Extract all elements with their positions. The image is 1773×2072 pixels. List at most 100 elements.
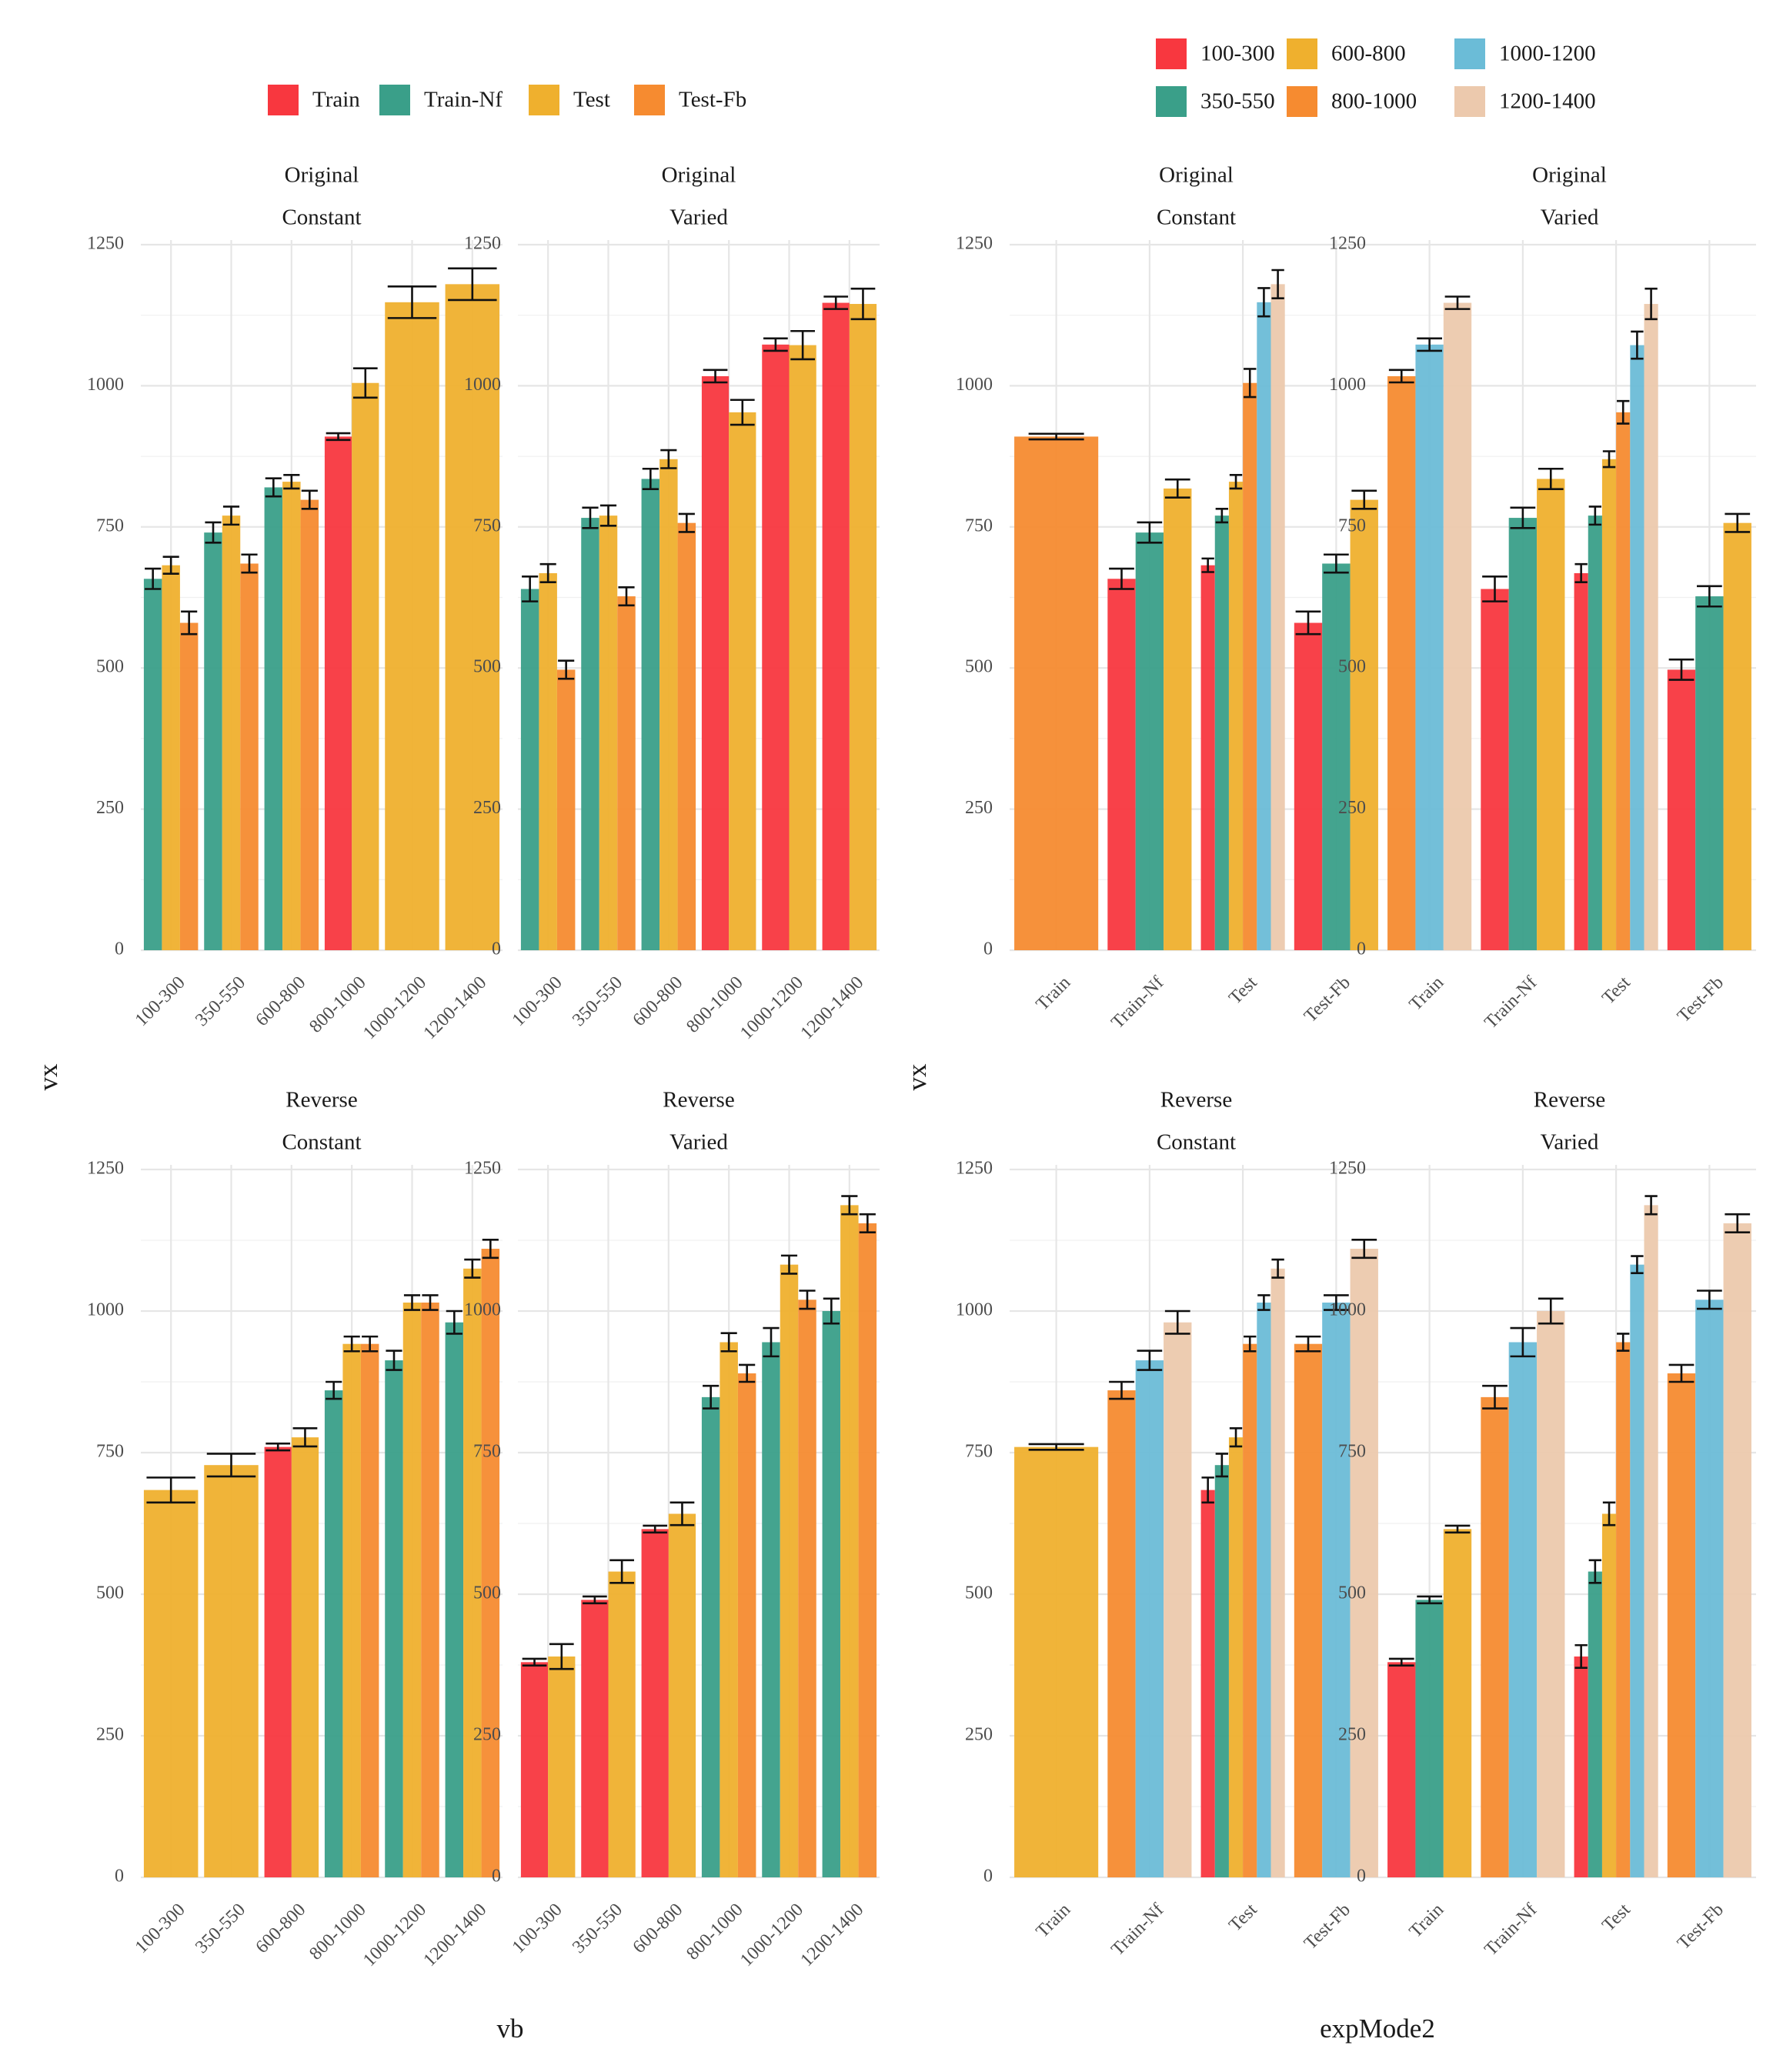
error-bar xyxy=(1257,287,1270,318)
bar-1000-1200-orange xyxy=(421,1302,439,1877)
error-bar xyxy=(1351,1238,1377,1260)
legend-label-Train-Nf: Train-Nf xyxy=(424,88,503,112)
bar-Test-blue xyxy=(1257,302,1271,950)
x-tick-label: 1200-1400 xyxy=(796,1900,867,1970)
bar-600-800-yellow xyxy=(659,459,678,950)
x-tick-label: Train xyxy=(1406,973,1448,1015)
bar-600-800-yellow xyxy=(668,1513,696,1877)
bar-600-800-red xyxy=(641,1529,669,1877)
bar-Train-Nf-red xyxy=(1107,579,1136,950)
error-bar xyxy=(1482,1384,1508,1410)
bar-Test-Fb-peach xyxy=(1723,1223,1751,1877)
error-bar xyxy=(265,477,282,498)
x-tick-label: Train-Nf xyxy=(1107,973,1167,1033)
bar-Test-Fb-blue xyxy=(1322,1302,1351,1877)
legend-label-1200-1400: 1200-1400 xyxy=(1499,89,1596,114)
y-tick-label: 1250 xyxy=(464,234,501,254)
bar-Test-blue xyxy=(1630,1264,1644,1877)
bar-Test-red xyxy=(1200,1490,1215,1877)
bar-600-800-green xyxy=(264,487,283,950)
bar-350-550-orange xyxy=(617,596,636,950)
strip-label-direction: Original xyxy=(1159,163,1234,188)
y-tick-label: 1250 xyxy=(87,1159,124,1179)
error-bar xyxy=(1725,512,1751,533)
error-bar xyxy=(1388,369,1414,384)
x-tick-label: Test-Fb xyxy=(1674,1900,1728,1954)
error-bar xyxy=(1388,1657,1414,1667)
error-bar xyxy=(326,432,351,442)
error-bar xyxy=(1229,474,1243,490)
error-bar xyxy=(618,586,635,607)
bar-Test-red xyxy=(1574,1656,1588,1877)
error-bar xyxy=(850,287,876,321)
bar-800-1000-red xyxy=(701,375,730,950)
y-tick-label: 750 xyxy=(1338,515,1366,536)
error-bar xyxy=(1109,1380,1134,1400)
bar-350-550-orange xyxy=(240,563,259,950)
error-bar xyxy=(283,474,300,490)
bar-Train-Nf-green xyxy=(1508,518,1538,950)
bar-Train-peach xyxy=(1443,302,1472,950)
x-tick-label: Test-Fb xyxy=(1674,973,1728,1026)
bar-100-300-yellow xyxy=(143,1490,199,1877)
y-tick-label: 1250 xyxy=(956,234,993,254)
bar-Test-orange xyxy=(1616,1342,1631,1877)
error-bar xyxy=(1324,1294,1349,1311)
bar-350-550-yellow xyxy=(204,1465,259,1877)
error-bar xyxy=(780,1254,798,1275)
bar-Test-peach xyxy=(1270,1268,1285,1877)
error-bar xyxy=(660,449,677,469)
error-bar xyxy=(1295,1335,1321,1353)
x-tick-label: 1000-1200 xyxy=(359,973,430,1043)
legend-key-Train-Nf xyxy=(379,85,410,115)
x-tick-label: 800-1000 xyxy=(306,973,369,1036)
legend-key-350-550 xyxy=(1156,86,1187,117)
bar-Train-Nf-peach xyxy=(1164,1322,1192,1877)
strip-label-direction: Reverse xyxy=(663,1088,734,1113)
error-bar xyxy=(145,567,162,590)
bar-1200-1400-red xyxy=(822,302,850,950)
bar-1000-1200-orange xyxy=(798,1300,816,1877)
panel-right-reverse-varied: Reverse Varied 0 250 500 750 1000 1250 Train Trai… xyxy=(1329,1088,1756,1960)
error-bar xyxy=(1271,269,1284,299)
y-tick-label: 1250 xyxy=(956,1159,993,1179)
strip-label-condition: Varied xyxy=(1541,1130,1599,1155)
legend-label-Test: Test xyxy=(573,88,610,112)
error-bar xyxy=(205,521,222,544)
bar-Test-Fb-orange xyxy=(1294,1343,1323,1877)
y-tick-label: 250 xyxy=(965,1725,993,1745)
y-tick-label: 250 xyxy=(1338,798,1366,818)
error-bar xyxy=(1295,610,1321,636)
bar-1200-1400-green xyxy=(822,1311,841,1877)
y-tick-label: 500 xyxy=(965,1583,993,1603)
bar-Test-Fb-yellow xyxy=(1723,522,1751,950)
error-bar xyxy=(1644,287,1658,321)
error-bar xyxy=(730,399,755,426)
error-bar xyxy=(1617,399,1630,425)
error-bar xyxy=(703,1384,720,1410)
bar-Train-green xyxy=(1415,1600,1444,1877)
error-bar xyxy=(558,659,575,680)
x-tick-label: 350-550 xyxy=(569,1900,626,1957)
strip-label-condition: Varied xyxy=(669,1130,728,1155)
error-bar xyxy=(720,1332,737,1353)
bar-800-1000-yellow xyxy=(352,382,379,950)
bar-Test-Fb-blue xyxy=(1695,1300,1724,1877)
y-tick-label: 1000 xyxy=(87,375,124,395)
error-bar xyxy=(1725,1213,1751,1233)
error-bar xyxy=(1631,1255,1644,1274)
bar-1000-1200-yellow xyxy=(385,302,439,950)
bar-600-800-yellow xyxy=(291,1437,319,1877)
x-tick-label: Train-Nf xyxy=(1481,1900,1541,1960)
error-bar xyxy=(703,369,728,384)
legend-label-600-800: 600-800 xyxy=(1331,42,1406,66)
y-tick-label: 750 xyxy=(965,515,993,536)
bar-Train-yellow xyxy=(1014,1446,1099,1877)
error-bar xyxy=(446,1310,462,1335)
error-bar xyxy=(1164,1310,1190,1335)
strip-label-direction: Reverse xyxy=(285,1088,357,1113)
error-bar xyxy=(1644,1195,1658,1216)
bar-Train-Nf-blue xyxy=(1508,1342,1538,1877)
panel-right-original-constant: Original Constant 0 250 500 750 1000 1250 Train T… xyxy=(956,163,1383,1033)
